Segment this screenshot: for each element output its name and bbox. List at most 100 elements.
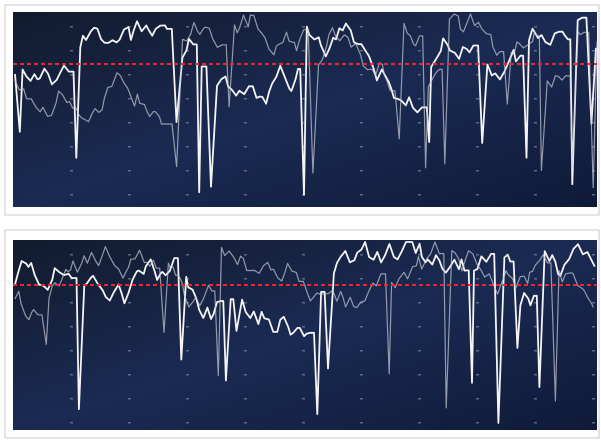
grid-dot: [244, 374, 247, 376]
grid-dot: [128, 326, 131, 328]
grid-dot: [302, 278, 305, 280]
grid-dot: [302, 326, 305, 328]
grid-dot: [70, 74, 73, 76]
grid-dot: [418, 98, 421, 100]
grid-dot: [360, 50, 363, 52]
grid-dot: [418, 374, 421, 376]
grid-dot: [534, 326, 537, 328]
grid-dot: [186, 422, 189, 424]
grid-dot: [476, 326, 479, 328]
grid-dot: [70, 422, 73, 424]
grid-dot: [360, 26, 363, 28]
grid-dot: [534, 254, 537, 256]
grid-dot: [128, 374, 131, 376]
grid-dot: [128, 278, 131, 280]
grid-dot: [476, 170, 479, 172]
grid-dot: [302, 374, 305, 376]
grid-dot: [360, 422, 363, 424]
grid-dot: [244, 326, 247, 328]
grid-dot: [186, 26, 189, 28]
grid-dot: [128, 350, 131, 352]
grid-dot: [418, 278, 421, 280]
grid-dot: [244, 422, 247, 424]
grid-dot: [186, 326, 189, 328]
grid-dot: [302, 398, 305, 400]
grid-dot: [592, 422, 595, 424]
grid-dot: [418, 50, 421, 52]
grid-dot: [244, 254, 247, 256]
grid-dot: [592, 278, 595, 280]
grid-dot: [360, 326, 363, 328]
grid-dot: [244, 74, 247, 76]
grid-dot: [70, 194, 73, 196]
grid-dot: [360, 350, 363, 352]
grid-dot: [360, 74, 363, 76]
grid-dot: [592, 302, 595, 304]
grid-dot: [128, 422, 131, 424]
grid-dot: [186, 74, 189, 76]
grid-dot: [476, 278, 479, 280]
grid-dot: [534, 350, 537, 352]
grid-dot: [128, 254, 131, 256]
grid-dot: [534, 422, 537, 424]
grid-dot: [186, 398, 189, 400]
grid-dot: [476, 398, 479, 400]
grid-dot: [302, 350, 305, 352]
grid-dot: [592, 398, 595, 400]
grid-dot: [534, 146, 537, 148]
grid-dot: [418, 350, 421, 352]
grid-dot: [418, 74, 421, 76]
grid-dot: [244, 194, 247, 196]
grid-dot: [302, 254, 305, 256]
grid-dot: [244, 98, 247, 100]
grid-dot: [592, 326, 595, 328]
grid-dot: [360, 398, 363, 400]
grid-dot: [534, 194, 537, 196]
grid-dot: [476, 146, 479, 148]
grid-dot: [534, 26, 537, 28]
grid-dot: [186, 122, 189, 124]
grid-dot: [360, 194, 363, 196]
grid-dot: [534, 398, 537, 400]
grid-dot: [360, 278, 363, 280]
grid-dot: [128, 98, 131, 100]
grid-dot: [244, 50, 247, 52]
grid-dot: [418, 122, 421, 124]
grid-dot: [360, 374, 363, 376]
grid-dot: [186, 146, 189, 148]
grid-dot: [186, 194, 189, 196]
grid-dot: [476, 194, 479, 196]
grid-dot: [128, 398, 131, 400]
grid-dot: [128, 50, 131, 52]
grid-dot: [534, 98, 537, 100]
grid-dot: [302, 74, 305, 76]
grid-dot: [128, 122, 131, 124]
grid-dot: [534, 374, 537, 376]
grid-dot: [70, 122, 73, 124]
grid-dot: [534, 170, 537, 172]
page: (() => { const NS = 'http://www.w3.org/2…: [0, 0, 601, 442]
grid-dot: [244, 398, 247, 400]
grid-dot: [186, 170, 189, 172]
grid-dot: [302, 422, 305, 424]
grid-dot: [244, 122, 247, 124]
grid-dot: [244, 170, 247, 172]
grid-dot: [418, 146, 421, 148]
grid-dot: [476, 122, 479, 124]
grid-dot: [360, 98, 363, 100]
grid-dot: [302, 26, 305, 28]
grid-dot: [302, 50, 305, 52]
grid-dot: [244, 278, 247, 280]
grid-dot: [476, 254, 479, 256]
grid-dot: [70, 350, 73, 352]
grid-dot: [476, 98, 479, 100]
grid-dot: [360, 254, 363, 256]
grid-dot: [70, 50, 73, 52]
grid-dot: [592, 374, 595, 376]
grid-dot: [592, 50, 595, 52]
grid-dot: [418, 194, 421, 196]
grid-dot: [70, 254, 73, 256]
grid-dot: [592, 194, 595, 196]
grid-dot: [476, 26, 479, 28]
grid-dot: [418, 302, 421, 304]
